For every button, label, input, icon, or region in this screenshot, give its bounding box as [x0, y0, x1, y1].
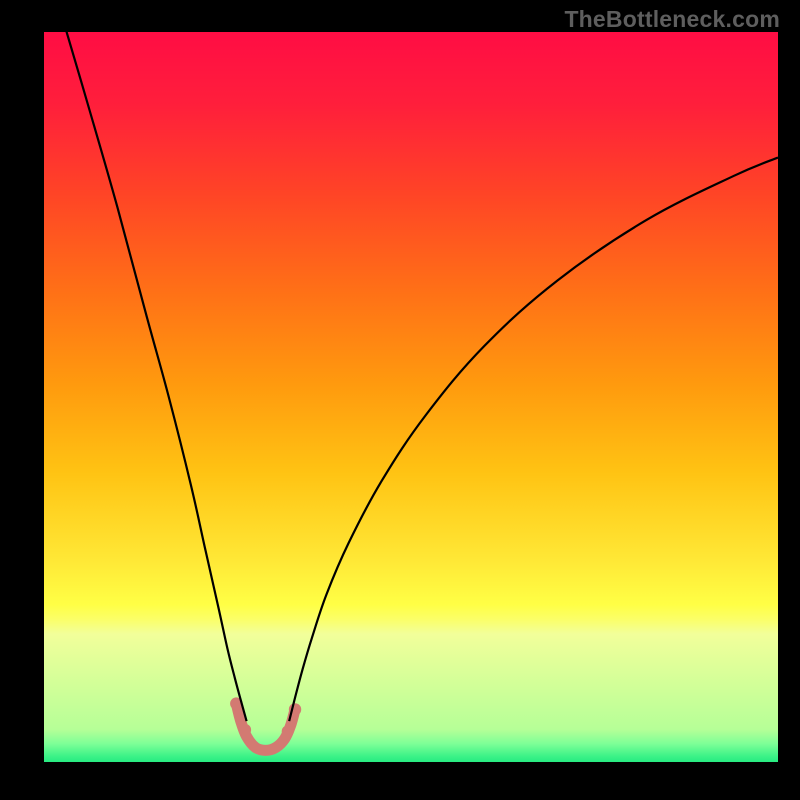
curves-layer [44, 32, 778, 762]
arc-end-dot [239, 724, 251, 736]
arc-end-dot [282, 725, 294, 737]
watermark-text: TheBottleneck.com [564, 6, 780, 33]
chart-canvas: TheBottleneck.com [0, 0, 800, 800]
plot-area [44, 32, 778, 762]
curve-left-branch [60, 32, 246, 721]
curve-right-branch [289, 158, 778, 722]
